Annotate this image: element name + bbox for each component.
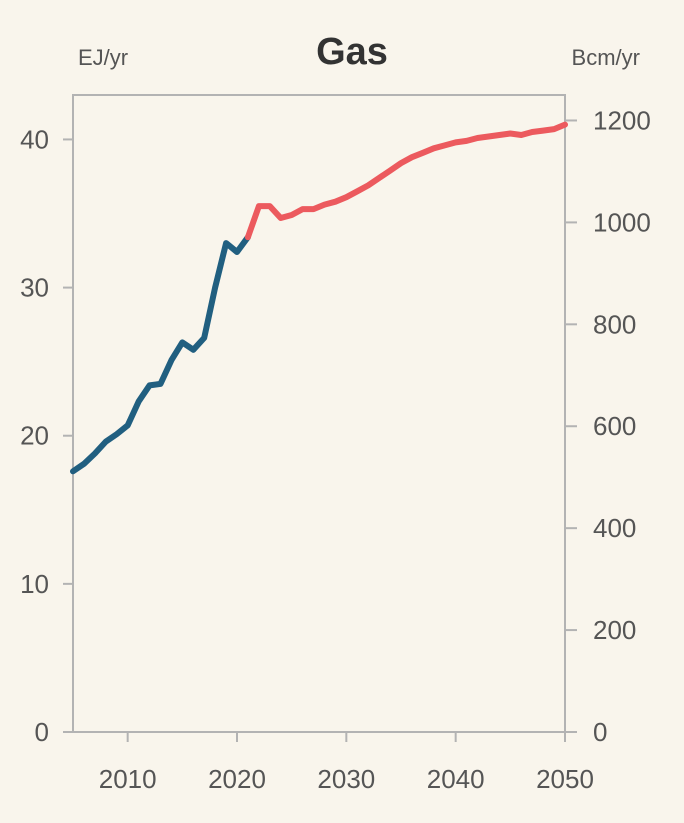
x-tick-label: 2020 — [208, 764, 266, 794]
y-right-tick-label: 200 — [593, 615, 636, 645]
series-line-projection — [244, 121, 568, 241]
plot-frame — [72, 94, 566, 733]
x-tick-label: 2030 — [317, 764, 375, 794]
x-tick-label: 2040 — [427, 764, 485, 794]
y-right-tick-label: 1000 — [593, 207, 651, 237]
x-tick-label: 2050 — [536, 764, 594, 794]
y-left-tick-label: 40 — [20, 124, 49, 154]
y-left-tick-label: 20 — [20, 421, 49, 451]
y-right-tick-label: 0 — [593, 717, 607, 747]
y-right-tick-label: 400 — [593, 513, 636, 543]
y-right-tick-label: 800 — [593, 309, 636, 339]
y-right-tick-label: 1200 — [593, 105, 651, 135]
series-layer — [70, 121, 568, 475]
x-tick-label: 2010 — [99, 764, 157, 794]
y-left-tick-label: 0 — [35, 717, 49, 747]
y-right-tick-label: 600 — [593, 411, 636, 441]
chart-title: Gas — [316, 31, 388, 73]
right-axis-unit: Bcm/yr — [572, 45, 640, 70]
y-left-tick-label: 30 — [20, 273, 49, 303]
y-left-tick-label: 10 — [20, 569, 49, 599]
series-line-historical — [70, 234, 251, 475]
left-axis-unit: EJ/yr — [78, 45, 128, 70]
tick-layer: 2010 2020 2030 2040 205001020304002004006008… — [20, 105, 651, 794]
